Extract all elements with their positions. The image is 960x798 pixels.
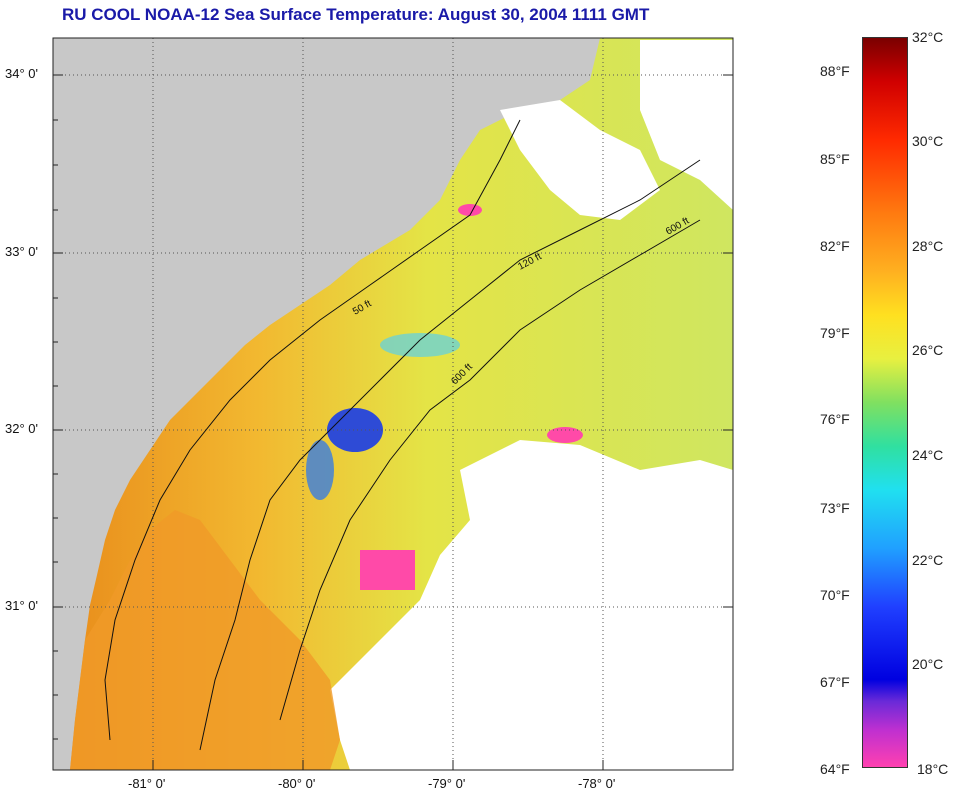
cloud-mask-north bbox=[500, 100, 660, 220]
fahrenheit-label: 73°F bbox=[820, 500, 850, 516]
cloud-mask-south bbox=[330, 440, 733, 770]
fahrenheit-label: 67°F bbox=[820, 674, 850, 690]
fahrenheit-label: 64°F bbox=[820, 761, 850, 777]
lat-label-34: 34° 0' bbox=[5, 66, 38, 81]
lat-label-33: 33° 0' bbox=[5, 244, 38, 259]
sst-map-svg: 50 ft 120 ft 600 ft 600 ft bbox=[52, 37, 734, 771]
cloud-mask-ne bbox=[640, 40, 733, 210]
celsius-label: 20°C bbox=[912, 656, 944, 672]
lon-label-78: -78° 0' bbox=[578, 776, 616, 791]
cool-eddy bbox=[327, 408, 383, 452]
lon-label-80: -80° 0' bbox=[278, 776, 316, 791]
warm-water-band bbox=[70, 510, 340, 770]
celsius-label: 22°C bbox=[912, 552, 944, 568]
fahrenheit-label: 76°F bbox=[820, 411, 850, 427]
cold-patch bbox=[458, 204, 482, 216]
fahrenheit-label: 70°F bbox=[820, 587, 850, 603]
lat-label-32: 32° 0' bbox=[5, 421, 38, 436]
lon-label-79: -79° 0' bbox=[428, 776, 466, 791]
cool-front bbox=[380, 333, 460, 357]
celsius-label: 24°C bbox=[912, 447, 944, 463]
cold-patch bbox=[547, 427, 583, 443]
fahrenheit-label: 79°F bbox=[820, 325, 850, 341]
land-area bbox=[53, 38, 600, 770]
lat-label-31: 31° 0' bbox=[5, 598, 38, 613]
cool-filament bbox=[306, 440, 334, 500]
celsius-label: 18°C bbox=[917, 761, 949, 777]
depth-contour-50ft bbox=[104, 119, 521, 741]
lon-label-81: -81° 0' bbox=[128, 776, 166, 791]
celsius-label: 26°C bbox=[912, 342, 944, 358]
map-title: RU COOL NOAA-12 Sea Surface Temperature:… bbox=[62, 5, 650, 24]
fahrenheit-label: 82°F bbox=[820, 238, 850, 254]
sst-map: 50 ft 120 ft 600 ft 600 ft 34° 0' 33° 0'… bbox=[5, 37, 734, 791]
celsius-label: 32°C bbox=[912, 29, 944, 45]
fahrenheit-label: 85°F bbox=[820, 151, 850, 167]
depth-contour-120ft bbox=[199, 159, 701, 751]
depth-contour-600ft bbox=[279, 219, 701, 721]
map-frame bbox=[52, 37, 734, 771]
celsius-label: 28°C bbox=[912, 238, 944, 254]
cold-patch bbox=[360, 550, 415, 590]
fahrenheit-label: 88°F bbox=[820, 63, 850, 79]
celsius-label: 30°C bbox=[912, 133, 944, 149]
temperature-colorbar bbox=[862, 37, 908, 768]
